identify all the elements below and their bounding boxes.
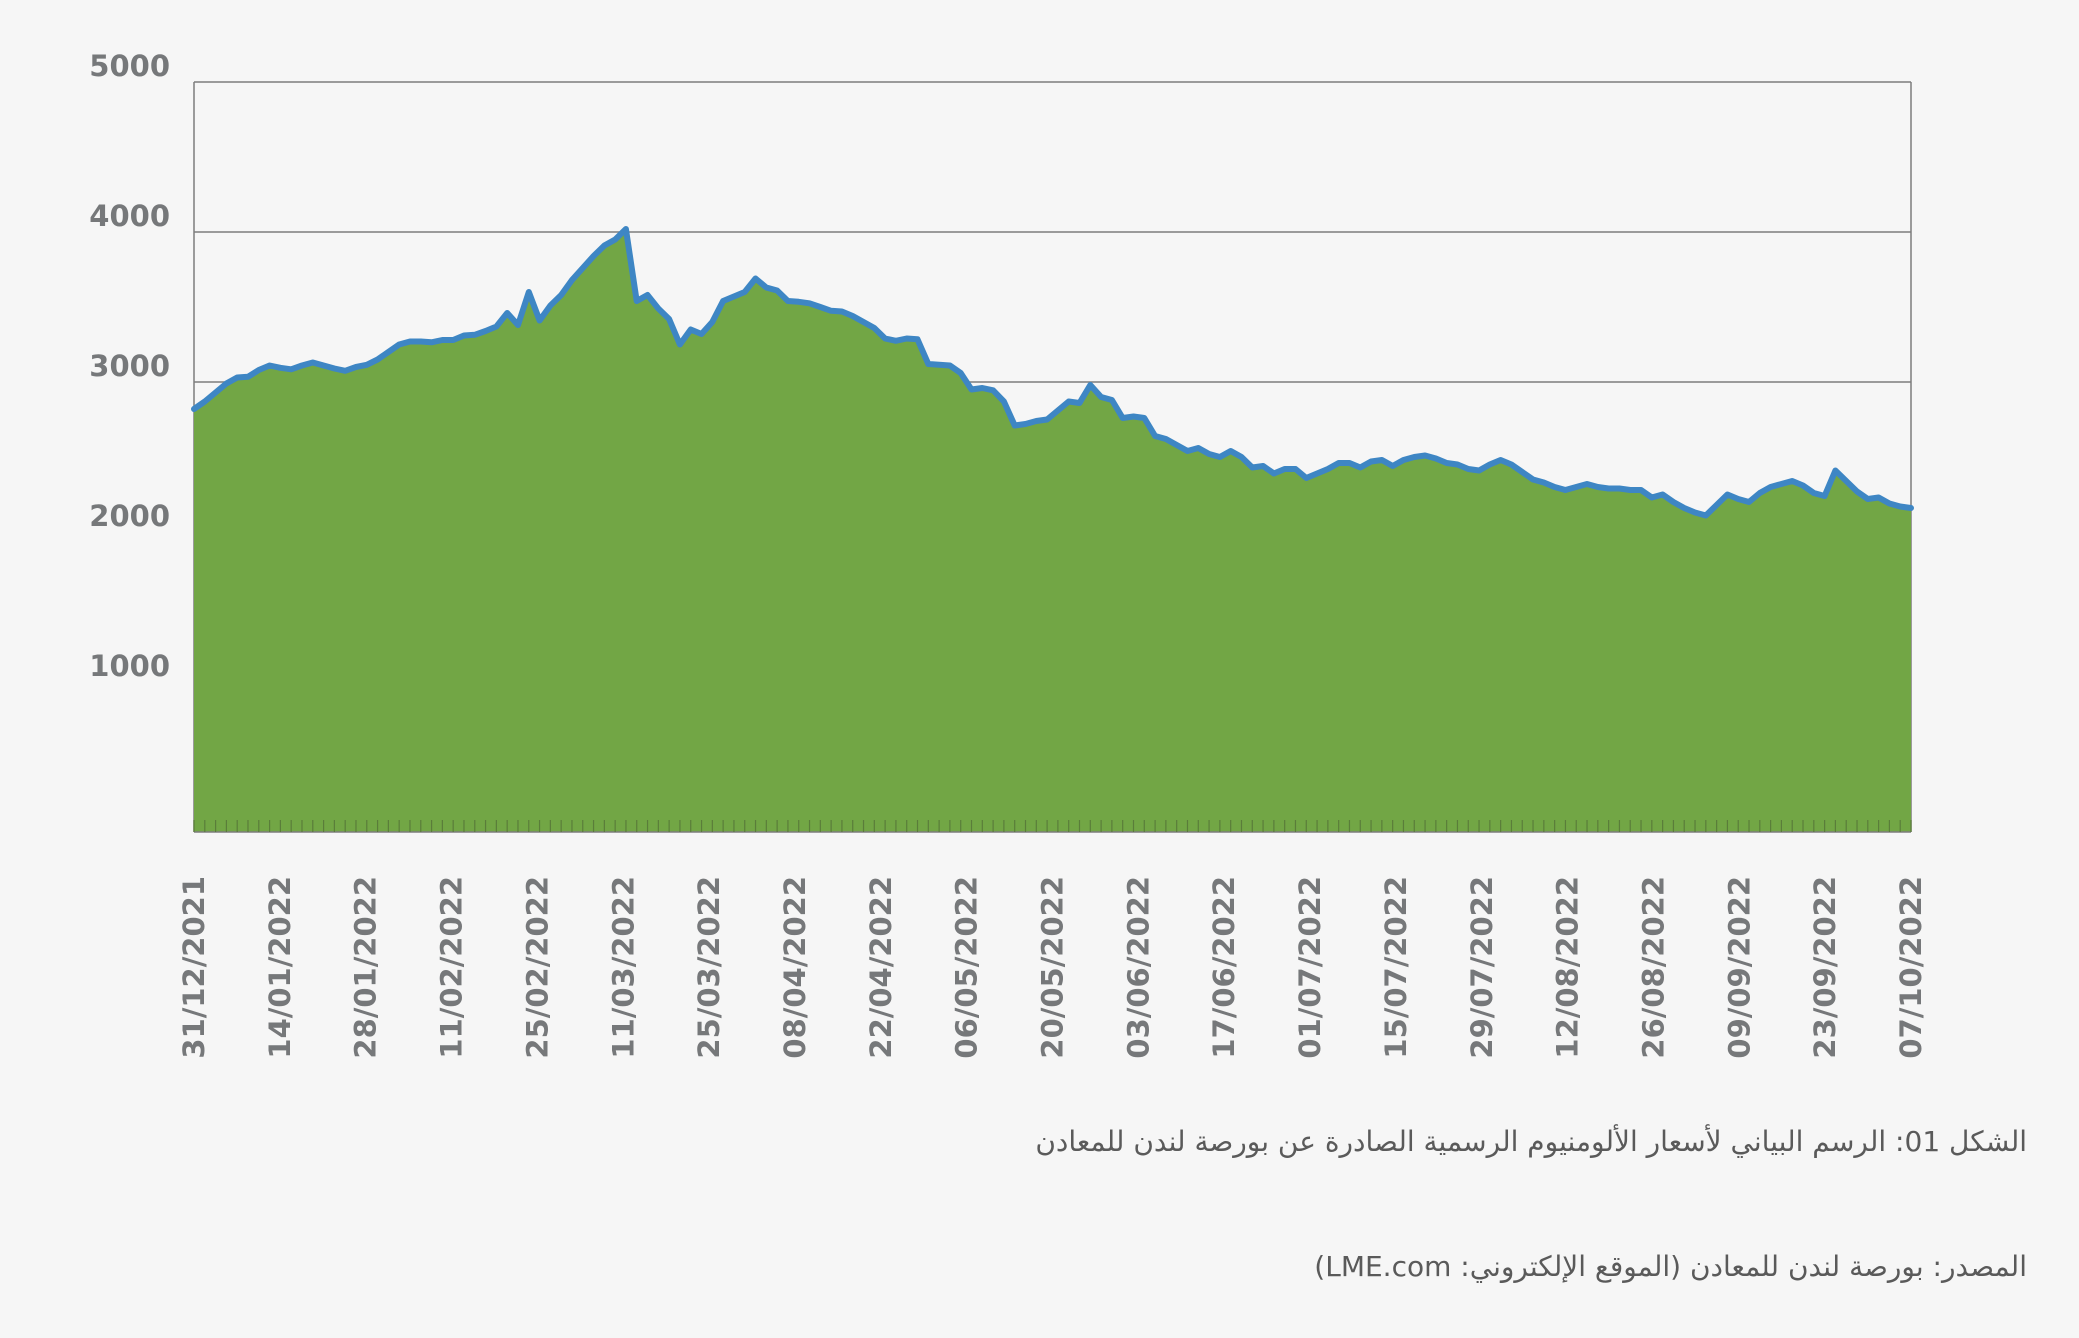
y-tick-label: 2000 <box>89 499 170 533</box>
x-tick-label: 25/02/2022 <box>520 876 554 1059</box>
price-line <box>191 226 1914 519</box>
x-tick-label: 22/04/2022 <box>864 876 898 1059</box>
x-tick-label: 23/09/2022 <box>1808 876 1842 1059</box>
figure-caption: الشكل 01: الرسم البياني لأسعار الألومنيو… <box>1035 1125 2027 1158</box>
x-tick-label: 14/01/2022 <box>263 876 297 1059</box>
x-axis: 31/12/2021 14/01/2022 28/01/2022 11/02/2022… <box>177 876 1928 1059</box>
x-tick-label: 31/12/2021 <box>177 876 211 1059</box>
y-tick-label: 3000 <box>89 349 170 383</box>
y-tick-label: 5000 <box>89 49 170 83</box>
x-tick-label: 17/06/2022 <box>1207 876 1241 1059</box>
y-tick-label: 4000 <box>89 199 170 233</box>
y-tick-label: 1000 <box>89 649 170 683</box>
source-caption: المصدر: بورصة لندن للمعادن (الموقع الإلك… <box>1314 1250 2027 1283</box>
x-tick-label: 11/03/2022 <box>606 876 640 1059</box>
x-tick-label: 15/07/2022 <box>1379 876 1413 1059</box>
x-tick-label: 08/04/2022 <box>778 876 812 1059</box>
x-axis-minor-ticks <box>193 820 1912 833</box>
x-tick-label: 12/08/2022 <box>1551 876 1585 1059</box>
price-area-fill <box>194 229 1911 832</box>
x-tick-label: 11/02/2022 <box>435 876 469 1059</box>
x-tick-label: 29/07/2022 <box>1465 876 1499 1059</box>
x-tick-label: 06/05/2022 <box>950 876 984 1059</box>
x-tick-label: 07/10/2022 <box>1894 876 1928 1059</box>
x-tick-label: 09/09/2022 <box>1722 876 1756 1059</box>
y-axis: 1000 2000 3000 4000 5000 <box>89 49 170 683</box>
x-tick-label: 03/06/2022 <box>1121 876 1155 1059</box>
x-tick-label: 20/05/2022 <box>1036 876 1070 1059</box>
price-area <box>191 226 1914 832</box>
x-tick-label: 26/08/2022 <box>1637 876 1671 1059</box>
x-tick-label: 01/07/2022 <box>1293 876 1327 1059</box>
x-tick-label: 28/01/2022 <box>349 876 383 1059</box>
x-tick-label: 25/03/2022 <box>692 876 726 1059</box>
